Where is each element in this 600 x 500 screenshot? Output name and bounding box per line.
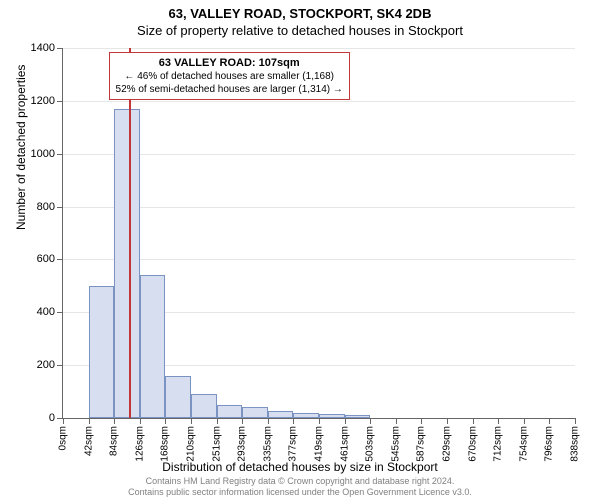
histogram-bar [345,415,371,418]
x-tick-label: 168sqm [160,426,171,462]
grid-line [63,259,575,260]
y-tick [57,259,63,260]
x-tick-label: 796sqm [544,426,555,462]
x-tick [217,418,218,424]
y-tick [57,365,63,366]
x-tick [140,418,141,424]
histogram-bar [293,413,319,418]
x-tick-label: 712sqm [493,426,504,462]
x-tick-label: 42sqm [83,426,94,456]
y-tick [57,48,63,49]
y-tick-label: 600 [37,253,55,265]
x-tick [370,418,371,424]
y-tick-label: 200 [37,359,55,371]
x-tick-label: 838sqm [570,426,581,462]
x-tick-label: 587sqm [416,426,427,462]
y-tick-label: 1000 [31,148,55,160]
y-tick-label: 1200 [31,95,55,107]
property-marker-line [129,48,131,418]
x-tick [549,418,550,424]
x-tick [447,418,448,424]
histogram-bar [89,286,115,418]
x-tick-label: 754sqm [518,426,529,462]
x-tick [268,418,269,424]
x-tick [89,418,90,424]
x-tick-label: 545sqm [390,426,401,462]
histogram-bar [165,376,191,418]
x-tick [242,418,243,424]
x-tick [473,418,474,424]
grid-line [63,101,575,102]
x-tick [345,418,346,424]
x-tick [575,418,576,424]
x-tick-label: 670sqm [467,426,478,462]
x-tick-label: 461sqm [339,426,350,462]
page-subtitle: Size of property relative to detached ho… [0,21,600,38]
callout-box: 63 VALLEY ROAD: 107sqm← 46% of detached … [109,52,350,100]
histogram-bar [268,411,294,418]
grid-line [63,48,575,49]
x-tick-label: 251sqm [211,426,222,462]
y-tick [57,207,63,208]
y-tick [57,101,63,102]
x-tick [319,418,320,424]
x-tick [165,418,166,424]
callout-line-2: ← 46% of detached houses are smaller (1,… [116,70,343,83]
histogram-bar [217,405,243,418]
footer-line-1: Contains HM Land Registry data © Crown c… [0,476,600,487]
x-tick-label: 126sqm [134,426,145,462]
x-tick-label: 503sqm [365,426,376,462]
x-tick [498,418,499,424]
x-tick-label: 419sqm [314,426,325,462]
y-tick-label: 800 [37,201,55,213]
x-tick [396,418,397,424]
x-tick-label: 293sqm [237,426,248,462]
callout-line-3: 52% of semi-detached houses are larger (… [116,83,343,96]
x-tick-label: 335sqm [262,426,273,462]
y-axis-title: Number of detached properties [14,65,28,230]
y-tick-label: 400 [37,306,55,318]
x-tick [63,418,64,424]
y-tick-label: 1400 [31,42,55,54]
x-tick-label: 0sqm [58,426,69,450]
x-tick-label: 210sqm [186,426,197,462]
x-tick [191,418,192,424]
histogram-bar [140,275,166,418]
x-tick [421,418,422,424]
x-tick-label: 84sqm [109,426,120,456]
x-tick [114,418,115,424]
grid-line [63,154,575,155]
x-tick [524,418,525,424]
histogram-bar [242,407,268,418]
x-tick-label: 629sqm [442,426,453,462]
y-tick-label: 0 [49,412,55,424]
y-tick [57,154,63,155]
histogram-chart: 02004006008001000120014000sqm42sqm84sqm1… [62,48,575,419]
histogram-bar [319,414,345,418]
footer-line-2: Contains public sector information licen… [0,487,600,498]
histogram-bar [191,394,217,418]
grid-line [63,207,575,208]
y-tick [57,312,63,313]
x-tick [293,418,294,424]
histogram-bar [114,109,140,418]
x-axis-title: Distribution of detached houses by size … [0,460,600,474]
x-tick-label: 377sqm [288,426,299,462]
page-title: 63, VALLEY ROAD, STOCKPORT, SK4 2DB [0,0,600,21]
callout-line-1: 63 VALLEY ROAD: 107sqm [116,56,343,70]
attribution-footer: Contains HM Land Registry data © Crown c… [0,476,600,498]
